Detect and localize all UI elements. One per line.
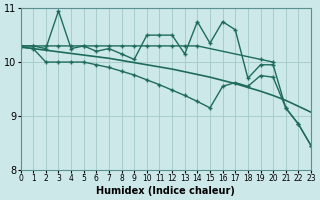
X-axis label: Humidex (Indice chaleur): Humidex (Indice chaleur): [96, 186, 235, 196]
